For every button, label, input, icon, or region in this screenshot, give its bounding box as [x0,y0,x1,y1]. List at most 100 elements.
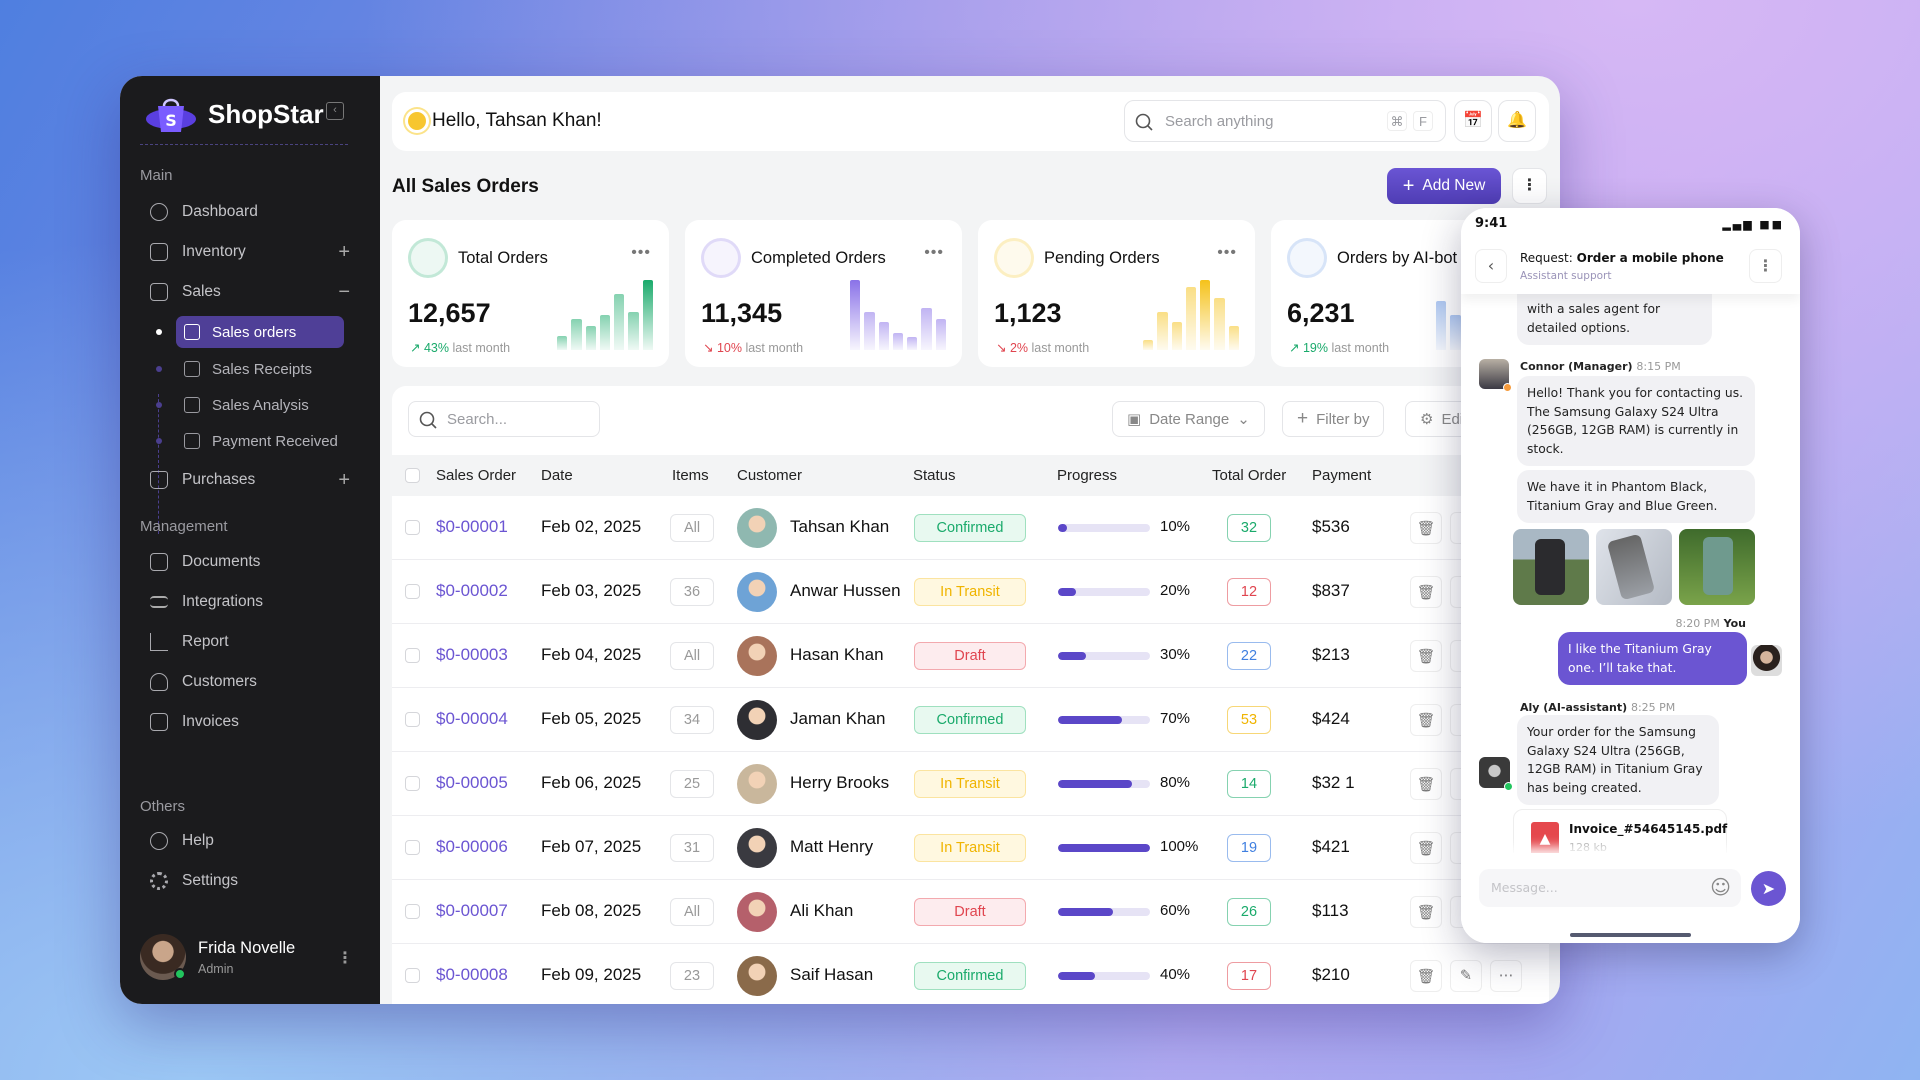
order-date: Feb 06, 2025 [541,773,642,792]
date-range-dropdown[interactable]: ▣ Date Range ⌄ [1112,401,1265,437]
delete-button[interactable]: 🗑 [1410,896,1442,928]
delete-button[interactable]: 🗑 [1410,704,1442,736]
row-checkbox[interactable] [405,648,420,663]
filter-button[interactable]: + Filter by [1282,401,1385,437]
sidebar-item-payment-received[interactable]: Payment Received [176,425,344,457]
col-customer[interactable]: Customer [737,467,803,484]
card-more-icon[interactable]: ••• [631,244,651,261]
col-status[interactable]: Status [913,467,956,484]
collapse-icon[interactable]: − [338,280,350,303]
notifications-button[interactable]: 🔔 [1498,100,1536,142]
col-date[interactable]: Date [541,467,573,484]
bell-icon: 🔔 [1507,112,1527,129]
table-row[interactable]: $0-00008 Feb 09, 2025 23 Saif Hasan Confirme… [392,944,1549,1004]
phone-image-black[interactable] [1513,529,1589,605]
table-row[interactable]: $0-00003 Feb 04, 2025 All Hasan Khan Draft 30… [392,624,1549,688]
sidebar-item-dashboard[interactable]: Dashboard [140,194,360,230]
calendar-icon: ▣ [1127,411,1142,428]
collapse-sidebar-icon[interactable]: ‹ [326,102,344,120]
row-checkbox[interactable] [405,776,420,791]
col-sales-order[interactable]: Sales Order [436,467,517,484]
expand-icon[interactable]: + [338,468,350,491]
sales-order-link[interactable]: $0-00003 [436,645,508,664]
section-management: Management [140,518,228,535]
sidebar-item-sales-receipts[interactable]: Sales Receipts [176,353,344,385]
sidebar-item-settings[interactable]: Settings [140,863,360,899]
message-input[interactable]: Message... ☺ [1479,869,1741,907]
sidebar-item-inventory[interactable]: Inventory + [140,234,360,270]
section-others: Others [140,798,186,815]
trend-down-icon: ↘ [996,341,1010,355]
table-search-input[interactable]: Search... [408,401,600,437]
shopping-bag-logo-icon: S [146,98,196,132]
row-checkbox[interactable] [405,584,420,599]
table-row[interactable]: $0-00006 Feb 07, 2025 31 Matt Henry In Trans… [392,816,1549,880]
sales-order-link[interactable]: $0-00007 [436,901,508,920]
chat-more-button[interactable]: ⋮ [1749,249,1782,283]
edit-button[interactable]: ✎ [1450,960,1482,992]
row-more-button[interactable]: ⋯ [1490,960,1522,992]
expand-icon[interactable]: + [338,240,350,263]
total-order-badge: 32 [1227,514,1271,542]
sidebar-item-invoices[interactable]: Invoices [140,704,360,740]
stat-delta: ↗ 19% last month [1289,340,1389,355]
card-more-icon[interactable]: ••• [1217,244,1237,261]
sidebar-item-documents[interactable]: Documents [140,544,360,580]
table-row[interactable]: $0-00007 Feb 08, 2025 All Ali Khan Draft 60% 2… [392,880,1549,944]
delete-button[interactable]: 🗑 [1410,640,1442,672]
user-menu-icon[interactable]: ⋮ [337,950,353,967]
table-row[interactable]: $0-00005 Feb 06, 2025 25 Herry Brooks In Tra… [392,752,1549,816]
row-checkbox[interactable] [405,712,420,727]
signal-wifi-battery-icon: ▂▄▆ ■■ [1722,218,1784,231]
table-row[interactable]: $0-00004 Feb 05, 2025 34 Jaman Khan Confirme… [392,688,1549,752]
sidebar-item-customers[interactable]: Customers [140,664,360,700]
sidebar-item-integrations[interactable]: Integrations [140,584,360,620]
cart-icon [150,283,168,301]
row-checkbox[interactable] [405,904,420,919]
sidebar-item-sales[interactable]: Sales − [140,274,360,310]
delete-button[interactable]: 🗑 [1410,768,1442,800]
card-more-icon[interactable]: ••• [924,244,944,261]
phone-image-green[interactable] [1679,529,1755,605]
sidebar-item-help[interactable]: Help [140,823,360,859]
label: Dashboard [182,203,258,220]
delta-percent: 43% [423,341,449,355]
delete-button[interactable]: 🗑 [1410,832,1442,864]
page-more-button[interactable]: ⋮ [1512,168,1547,204]
sales-order-link[interactable]: $0-00006 [436,837,508,856]
calendar-icon: 📅 [1463,112,1483,129]
col-total-order[interactable]: Total Order [1212,467,1287,484]
sliders-icon [150,596,168,608]
sales-order-link[interactable]: $0-00008 [436,965,508,984]
user-profile[interactable]: Frida Novelle Admin [140,934,295,980]
back-button[interactable]: ‹ [1475,249,1507,283]
send-button[interactable]: ➤ [1751,871,1786,906]
delete-button[interactable]: 🗑 [1410,960,1442,992]
delete-button[interactable]: 🗑 [1410,512,1442,544]
add-new-button[interactable]: + Add New [1387,168,1501,204]
sidebar-item-report[interactable]: Report [140,624,360,660]
row-checkbox[interactable] [405,520,420,535]
phone-image-gray[interactable] [1596,529,1672,605]
table-row[interactable]: $0-00002 Feb 03, 2025 36 Anwar Hussen In Tra… [392,560,1549,624]
select-all-checkbox[interactable] [405,468,420,483]
global-search-input[interactable]: Search anything ⌘ F [1124,100,1446,142]
calendar-button[interactable]: 📅 [1454,100,1492,142]
sidebar-item-sales-analysis[interactable]: Sales Analysis [176,389,344,421]
sidebar-item-sales-orders[interactable]: Sales orders [176,316,344,348]
table-row[interactable]: $0-00001 Feb 02, 2025 All Tahsan Khan Confir… [392,496,1549,560]
col-payment[interactable]: Payment [1312,467,1372,484]
emoji-icon[interactable]: ☺ [1710,875,1731,899]
row-checkbox[interactable] [405,968,420,983]
row-checkbox[interactable] [405,840,420,855]
sales-order-link[interactable]: $0-00005 [436,773,508,792]
col-items[interactable]: Items [672,467,709,484]
sales-order-link[interactable]: $0-00004 [436,709,508,728]
sales-order-link[interactable]: $0-00002 [436,581,508,600]
delete-button[interactable]: 🗑 [1410,576,1442,608]
progress-fill [1058,780,1132,788]
sales-order-link[interactable]: $0-00001 [436,517,508,536]
trend-up-icon: ↗ [1289,341,1303,355]
sidebar-item-purchases[interactable]: Purchases + [140,462,360,498]
col-progress[interactable]: Progress [1057,467,1118,484]
